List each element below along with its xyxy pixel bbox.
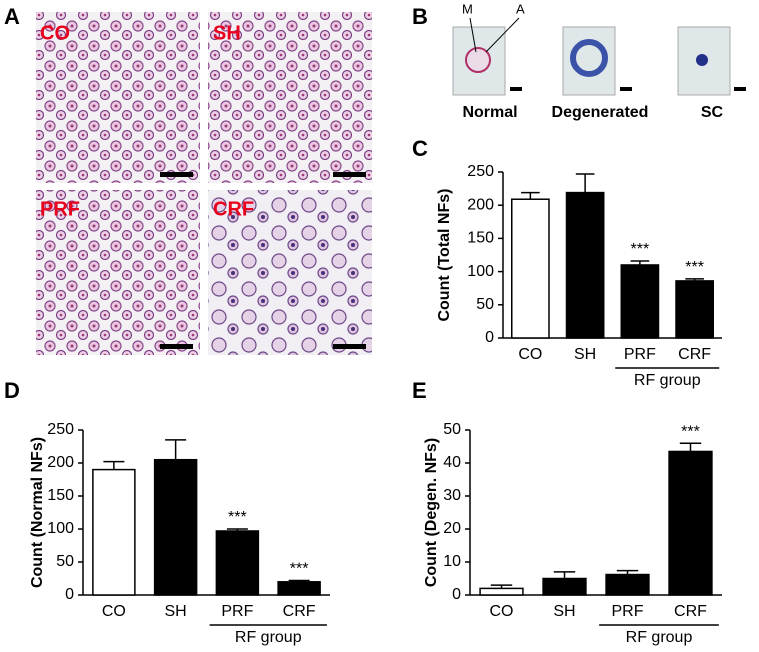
bar xyxy=(620,264,660,339)
micrograph xyxy=(208,190,372,355)
x-tick-label: CRF xyxy=(678,346,711,363)
significance: *** xyxy=(685,259,704,276)
scale-bar xyxy=(160,172,193,177)
y-tick-label: 150 xyxy=(47,487,74,504)
y-tick-label: 50 xyxy=(476,296,494,313)
y-tick-label: 150 xyxy=(467,230,494,247)
y-tick-label: 100 xyxy=(467,263,494,280)
cell-caption: SC xyxy=(701,104,724,121)
micrograph-label: PRF xyxy=(40,198,80,220)
panel-letter: A xyxy=(4,4,20,29)
x-tick-label: CO xyxy=(102,603,126,620)
y-tick-label: 50 xyxy=(443,421,461,438)
cell xyxy=(465,47,491,73)
y-tick-label: 30 xyxy=(443,487,461,504)
group-label: RF group xyxy=(634,372,701,389)
x-tick-label: CO xyxy=(518,346,542,363)
cell-caption: Degenerated xyxy=(552,104,649,121)
scale-bar xyxy=(510,87,522,91)
bar xyxy=(92,468,136,596)
panel-letter: D xyxy=(4,378,20,403)
x-tick-label: PRF xyxy=(221,603,253,620)
significance: *** xyxy=(228,509,247,526)
scale-bar xyxy=(160,344,193,349)
scale-bar xyxy=(734,87,746,91)
pointer-line xyxy=(469,17,477,53)
x-tick-label: SH xyxy=(553,603,575,620)
micrograph-label: CRF xyxy=(213,198,254,220)
y-tick-label: 50 xyxy=(56,553,74,570)
x-tick-label: CO xyxy=(490,603,514,620)
y-tick-label: 10 xyxy=(443,553,461,570)
bar xyxy=(479,587,524,596)
significance: *** xyxy=(681,423,700,440)
x-tick-label: PRF xyxy=(624,346,656,363)
x-tick-label: SH xyxy=(165,603,187,620)
y-tick-label: 0 xyxy=(65,586,74,603)
cell xyxy=(570,39,608,77)
bar xyxy=(153,458,198,596)
significance: *** xyxy=(290,561,309,578)
bar xyxy=(542,577,587,596)
scale-bar xyxy=(620,87,632,91)
bar xyxy=(565,191,605,339)
pointer-label: M xyxy=(462,1,473,16)
scale-bar xyxy=(333,344,366,349)
micrograph-label: CO xyxy=(40,22,70,44)
cell-caption: Normal xyxy=(462,104,517,121)
bar xyxy=(511,198,550,339)
panel-letter: E xyxy=(412,378,427,403)
y-tick-label: 0 xyxy=(485,329,494,346)
bar xyxy=(668,450,713,596)
bar xyxy=(215,530,260,596)
y-tick-label: 250 xyxy=(467,163,494,180)
y-tick-label: 200 xyxy=(47,454,74,471)
group-label: RF group xyxy=(235,629,302,646)
significance: *** xyxy=(631,241,650,258)
panel-letter: B xyxy=(412,4,428,29)
y-tick-label: 20 xyxy=(443,520,461,537)
bar xyxy=(605,573,650,596)
y-tick-label: 200 xyxy=(467,196,494,213)
y-axis-title: Count (Normal NFs) xyxy=(29,437,46,588)
bar xyxy=(277,581,321,596)
bar xyxy=(675,280,714,339)
x-tick-label: CRF xyxy=(283,603,316,620)
y-tick-label: 100 xyxy=(47,520,74,537)
x-tick-label: PRF xyxy=(612,603,644,620)
pointer-label: A xyxy=(516,1,525,16)
group-label: RF group xyxy=(626,629,693,646)
micrograph xyxy=(36,12,200,183)
cell xyxy=(696,54,708,66)
y-tick-label: 40 xyxy=(443,454,461,471)
micrograph xyxy=(208,12,372,183)
x-tick-label: CRF xyxy=(674,603,707,620)
y-axis-title: Count (Degen. NFs) xyxy=(423,438,440,587)
scale-bar xyxy=(333,172,366,177)
micrograph-label: SH xyxy=(213,22,241,44)
y-tick-label: 250 xyxy=(47,421,74,438)
pointer-line xyxy=(485,17,520,53)
y-tick-label: 0 xyxy=(452,586,461,603)
x-tick-label: SH xyxy=(574,346,596,363)
y-axis-title: Count (Total NFs) xyxy=(436,188,453,321)
micrograph xyxy=(36,190,200,355)
panel-letter: C xyxy=(412,136,428,161)
